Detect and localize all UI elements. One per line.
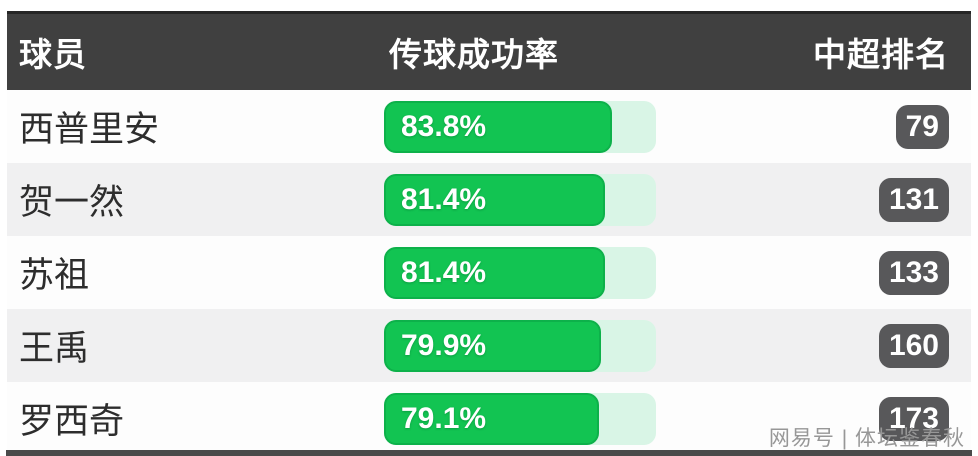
pass-rate-value: 79.9% (401, 328, 487, 362)
pass-rate-table: 球员 传球成功率 中超排名 西普里安 83.8% 79 贺一然 81.4% (7, 11, 971, 455)
pass-rate-bar-track: 83.8% (384, 100, 656, 153)
rank-cell: 131 (656, 177, 971, 222)
rank-badge: 160 (878, 323, 949, 368)
table-header-row: 球员 传球成功率 中超排名 (7, 11, 971, 90)
player-name: 王禹 (19, 329, 90, 368)
table-row: 贺一然 81.4% 131 (7, 163, 971, 236)
column-header-rank: 中超排名 (813, 36, 949, 73)
rank-cell: 133 (656, 250, 971, 295)
pass-rate-bar-track: 79.9% (384, 319, 656, 372)
pass-rate-bar-fill: 79.1% (384, 392, 600, 445)
rank-cell: 79 (656, 104, 971, 149)
player-name: 贺一然 (19, 183, 125, 222)
column-header-pass-rate: 传球成功率 (389, 36, 559, 73)
pass-rate-bar-fill: 81.4% (384, 173, 606, 226)
rank-badge: 173 (878, 396, 949, 441)
pass-rate-value: 79.1% (401, 401, 487, 435)
table-row: 苏祖 81.4% 133 (7, 236, 971, 309)
column-header-player: 球员 (19, 36, 87, 73)
pass-rate-bar-track: 81.4% (384, 173, 656, 226)
pass-rate-bar-track: 79.1% (384, 392, 656, 445)
rank-badge: 133 (878, 250, 949, 295)
watermark: 网易号 | 体坛鉴春秋 (768, 427, 965, 450)
table-row: 西普里安 83.8% 79 (7, 90, 971, 163)
rank-cell: 173 (656, 396, 971, 441)
pass-rate-bar-track: 81.4% (384, 246, 656, 299)
pass-rate-value: 83.8% (401, 109, 487, 143)
player-name: 苏祖 (19, 256, 90, 295)
player-name: 罗西奇 (19, 402, 125, 441)
rank-badge: 79 (895, 104, 949, 149)
pass-rate-bar-fill: 79.9% (384, 319, 602, 372)
table-row: 罗西奇 79.1% 173 (7, 382, 971, 455)
player-name: 西普里安 (19, 110, 160, 149)
pass-rate-bar-fill: 83.8% (384, 100, 612, 153)
pass-rate-value: 81.4% (401, 255, 487, 289)
rank-cell: 160 (656, 323, 971, 368)
rank-badge: 131 (878, 177, 949, 222)
pass-rate-value: 81.4% (401, 182, 487, 216)
next-section-header-edge (6, 450, 972, 456)
table-row: 王禹 79.9% 160 (7, 309, 971, 382)
pass-rate-bar-fill: 81.4% (384, 246, 606, 299)
